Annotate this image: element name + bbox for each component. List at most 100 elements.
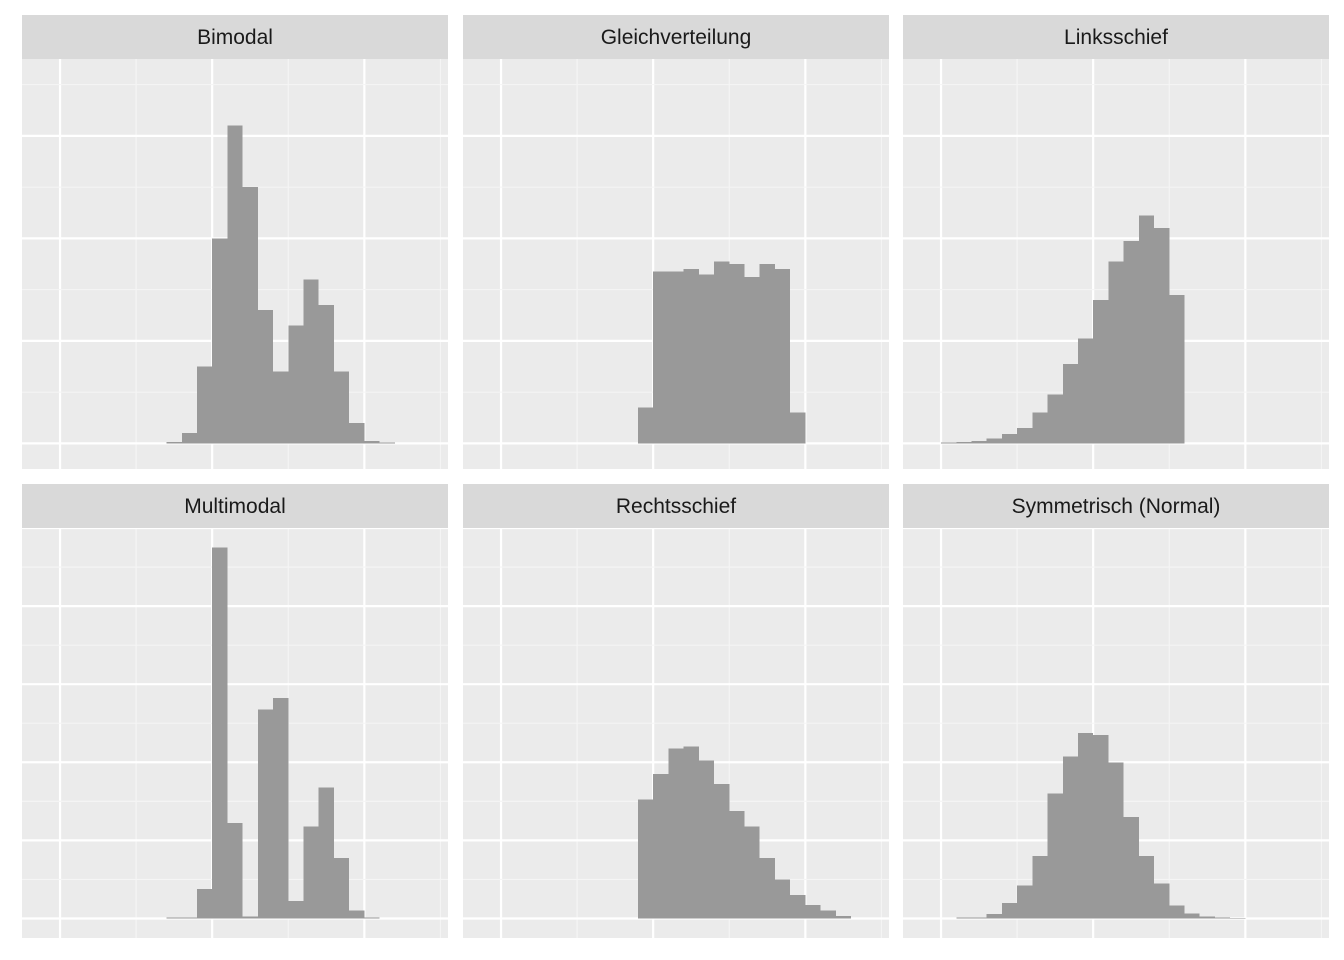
- histogram-bar: [698, 274, 715, 444]
- histogram-bar: [288, 325, 304, 444]
- histogram-bar: [273, 697, 289, 919]
- histogram-bar: [1169, 905, 1185, 919]
- histogram-bar: [835, 916, 851, 919]
- histogram-bar: [1138, 856, 1155, 919]
- histogram-bar: [1138, 215, 1155, 444]
- facet-rechtsschief: Rechtsschief: [463, 484, 889, 938]
- facet-title: Symmetrisch (Normal): [1012, 495, 1221, 518]
- histogram-bar: [1017, 428, 1033, 444]
- histogram-bar: [820, 910, 836, 919]
- histogram-bar: [759, 264, 775, 444]
- histogram-bar: [683, 746, 699, 919]
- histogram-bar: [212, 238, 228, 444]
- histogram-bar: [288, 900, 304, 919]
- histogram-bar: [683, 269, 699, 444]
- histogram-bar: [956, 917, 972, 919]
- histogram-bar: [1184, 913, 1200, 919]
- histogram-bar: [668, 271, 684, 444]
- histogram-bar: [1108, 261, 1124, 444]
- histogram-bars: [637, 261, 806, 444]
- facet-title: Gleichverteilung: [601, 26, 752, 49]
- histogram-bar: [744, 276, 760, 444]
- histogram-bar: [790, 895, 806, 919]
- histogram-bar: [1047, 394, 1063, 444]
- histogram-bar: [181, 433, 197, 444]
- facet-strip: [463, 15, 889, 59]
- histogram-bar: [166, 917, 182, 919]
- histogram-bar: [333, 371, 350, 444]
- histogram-bar: [1123, 816, 1139, 919]
- histogram-bar: [196, 889, 213, 919]
- facet-strip: [903, 484, 1329, 528]
- facet-title: Rechtsschief: [616, 495, 736, 518]
- histogram-bar: [303, 826, 319, 919]
- histogram-bar: [227, 125, 243, 444]
- histogram-bar: [1214, 917, 1231, 919]
- histogram-bar: [653, 774, 669, 919]
- histogram-bar: [774, 269, 791, 444]
- histogram-bar: [637, 799, 654, 919]
- histogram-bar: [318, 305, 334, 444]
- histogram-bar: [714, 783, 730, 919]
- histogram-bar: [744, 826, 760, 919]
- histogram-bar: [729, 811, 745, 919]
- facet-multimodal: Multimodal: [22, 484, 448, 938]
- histogram-bar: [273, 371, 289, 444]
- histogram-bar: [257, 709, 274, 919]
- histogram-bar: [653, 271, 669, 444]
- histogram-bar: [698, 760, 715, 919]
- histogram-bar: [349, 910, 365, 919]
- histogram-bar: [1032, 856, 1048, 919]
- histogram-bar: [181, 917, 197, 919]
- histogram-bar: [729, 264, 745, 444]
- histogram-bar: [668, 748, 684, 919]
- histogram-bar: [1093, 299, 1109, 444]
- histogram-bar: [212, 547, 228, 919]
- histogram-bars: [637, 746, 851, 919]
- histogram-bar: [318, 787, 334, 919]
- facet-gleichverteilung: Gleichverteilung: [463, 15, 889, 469]
- histogram-bar: [242, 187, 258, 444]
- facet-strip: [22, 484, 448, 528]
- facet-linksschief: Linksschief: [903, 15, 1329, 469]
- facet-title: Multimodal: [184, 495, 286, 518]
- histogram-bar: [986, 438, 1002, 444]
- histogram-bar: [333, 857, 350, 919]
- histogram-bar: [257, 310, 274, 444]
- histogram-bar: [971, 440, 987, 444]
- histogram-bar: [1077, 338, 1094, 444]
- histogram-bar: [1032, 412, 1048, 444]
- histogram-bar: [941, 442, 957, 444]
- histogram-bar: [1154, 228, 1170, 444]
- histogram-bar: [166, 441, 182, 444]
- histogram-bar: [1062, 363, 1078, 444]
- histogram-bar: [1001, 434, 1018, 444]
- facet-strip: [22, 15, 448, 59]
- histogram-bar: [1108, 762, 1124, 919]
- facet-title: Bimodal: [197, 26, 273, 49]
- histogram-bar: [1047, 793, 1063, 919]
- histogram-bar: [364, 440, 380, 444]
- facet-strip: [903, 15, 1329, 59]
- histogram-bars: [166, 125, 395, 444]
- histogram-bar: [956, 441, 972, 444]
- facet-bimodal: Bimodal: [22, 15, 448, 469]
- histogram-bar: [1123, 240, 1139, 444]
- histogram-bar: [759, 857, 775, 919]
- histogram-bars: [166, 547, 380, 919]
- histogram-bar: [303, 279, 319, 444]
- histogram-bar: [1093, 734, 1109, 919]
- histogram-bar: [790, 412, 806, 444]
- histogram-bar: [1169, 294, 1185, 444]
- histogram-bar: [986, 913, 1002, 919]
- facet-strip: [463, 484, 889, 528]
- facet-symmetrisch-normal: Symmetrisch (Normal): [903, 484, 1329, 938]
- histogram-bar: [1199, 916, 1215, 919]
- histogram-bar: [379, 442, 395, 444]
- histogram-bar: [196, 366, 213, 444]
- histogram-bar: [364, 917, 380, 919]
- facet-title: Linksschief: [1064, 26, 1168, 49]
- histogram-bar: [805, 904, 821, 919]
- histogram-bar: [714, 261, 730, 444]
